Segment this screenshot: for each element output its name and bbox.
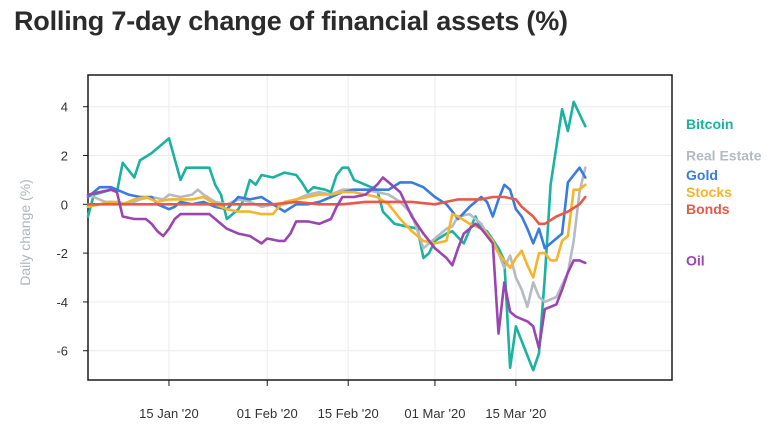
series-lines [86,100,587,372]
y-tick-label: 4 [61,100,68,115]
plot-frame [87,74,673,381]
x-tick-label: 01 Feb '20 [237,406,298,421]
y-tick-label: -2 [56,246,68,261]
series-line-gold [86,166,587,250]
x-axis-ticks: 15 Jan '20 01 Feb '20 15 Feb '20 01 Mar '20… [139,380,546,421]
x-tick-label: 01 Mar '20 [404,406,465,421]
y-tick-label: 0 [61,197,68,212]
x-tick-label: 15 Jan '20 [139,406,199,421]
series-line-bitcoin [86,100,587,372]
y-tick-label: 2 [61,149,68,164]
legend-label-bitcoin: Bitcoin [686,116,733,132]
y-tick-label: -6 [56,344,68,359]
legend-label-gold: Gold [686,167,718,183]
y-axis-ticks: 4 2 0 -2 -4 -6 [56,100,88,359]
chart-title: Rolling 7-day change of financial assets… [14,6,568,36]
legend-label-oil: Oil [686,252,705,268]
x-tick-label: 15 Mar '20 [485,406,546,421]
legend-label-real-estate: Real Estate [686,148,762,164]
legend-label-bonds: Bonds [686,201,730,217]
x-tick-label: 15 Feb '20 [318,406,379,421]
grid-lines [88,75,672,380]
legend-label-stocks: Stocks [686,184,732,200]
series-line-stocks [86,183,587,279]
y-tick-label: -4 [56,295,68,310]
series-line-bonds [86,195,587,226]
series-line-oil [86,176,587,350]
y-axis-label: Daily change (%) [17,179,33,286]
